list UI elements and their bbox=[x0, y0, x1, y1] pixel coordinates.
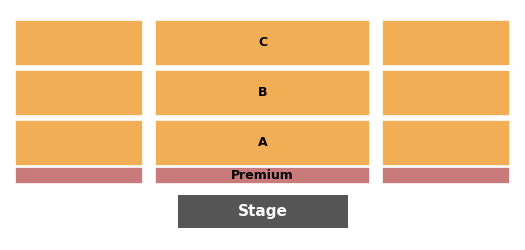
Bar bbox=[155, 120, 370, 166]
Text: C: C bbox=[258, 36, 267, 50]
Bar bbox=[15, 20, 143, 66]
Bar bbox=[15, 70, 143, 116]
Text: Premium: Premium bbox=[231, 169, 294, 182]
Bar bbox=[155, 20, 370, 66]
Bar bbox=[15, 120, 143, 166]
Bar bbox=[382, 120, 510, 166]
Bar bbox=[155, 167, 370, 184]
Bar bbox=[382, 70, 510, 116]
Bar bbox=[382, 20, 510, 66]
Bar bbox=[15, 167, 143, 184]
Bar bbox=[382, 167, 510, 184]
Text: B: B bbox=[258, 86, 267, 100]
Bar bbox=[155, 70, 370, 116]
Bar bbox=[178, 195, 348, 228]
Text: A: A bbox=[258, 136, 267, 149]
Text: Stage: Stage bbox=[238, 204, 288, 219]
